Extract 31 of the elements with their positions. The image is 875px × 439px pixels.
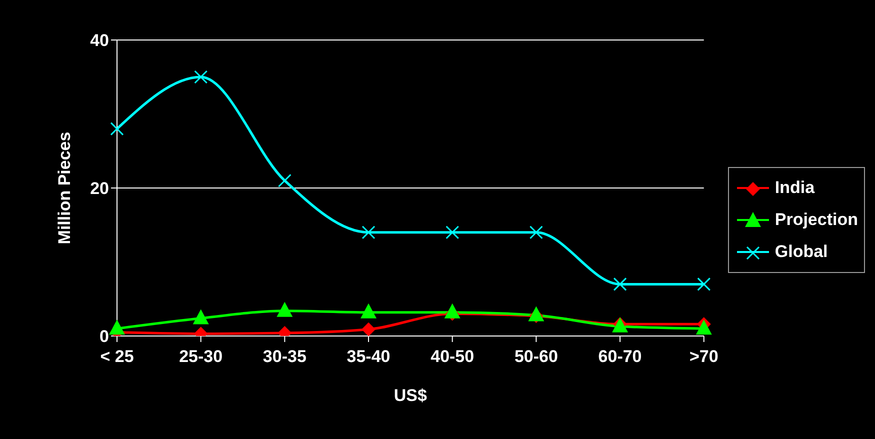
- y-tick-label: 0: [100, 327, 109, 346]
- x-tick-label: >70: [689, 347, 718, 366]
- point: [110, 122, 124, 136]
- legend-label: Projection: [774, 210, 858, 230]
- point: [276, 302, 293, 317]
- point: [192, 309, 209, 324]
- x-tick-label: 25-30: [179, 347, 223, 366]
- legend-label: Global: [774, 242, 828, 262]
- y-tick-label: 40: [90, 31, 109, 50]
- point: [109, 320, 125, 335]
- x-tick-label: 50-60: [514, 347, 558, 366]
- point: [696, 320, 712, 335]
- point: [697, 277, 711, 291]
- x-tick-label: 35-40: [346, 347, 390, 366]
- y-axis-title: Million Pieces: [55, 132, 74, 244]
- x-tick-label: 30-35: [262, 347, 306, 366]
- point: [194, 70, 208, 84]
- point: [446, 226, 460, 240]
- x-axis-title: US$: [394, 386, 428, 405]
- legend-label: India: [774, 178, 815, 198]
- x-tick-label: 60-70: [598, 347, 642, 366]
- x-tick-label: < 25: [100, 347, 134, 366]
- point: [529, 226, 543, 240]
- x-tick-label: 40-50: [430, 347, 474, 366]
- point: [362, 322, 376, 336]
- point: [528, 306, 544, 322]
- point: [444, 303, 460, 318]
- point: [362, 226, 376, 240]
- point: [360, 303, 377, 318]
- y-tick-label: 20: [90, 179, 109, 198]
- point: [613, 277, 627, 291]
